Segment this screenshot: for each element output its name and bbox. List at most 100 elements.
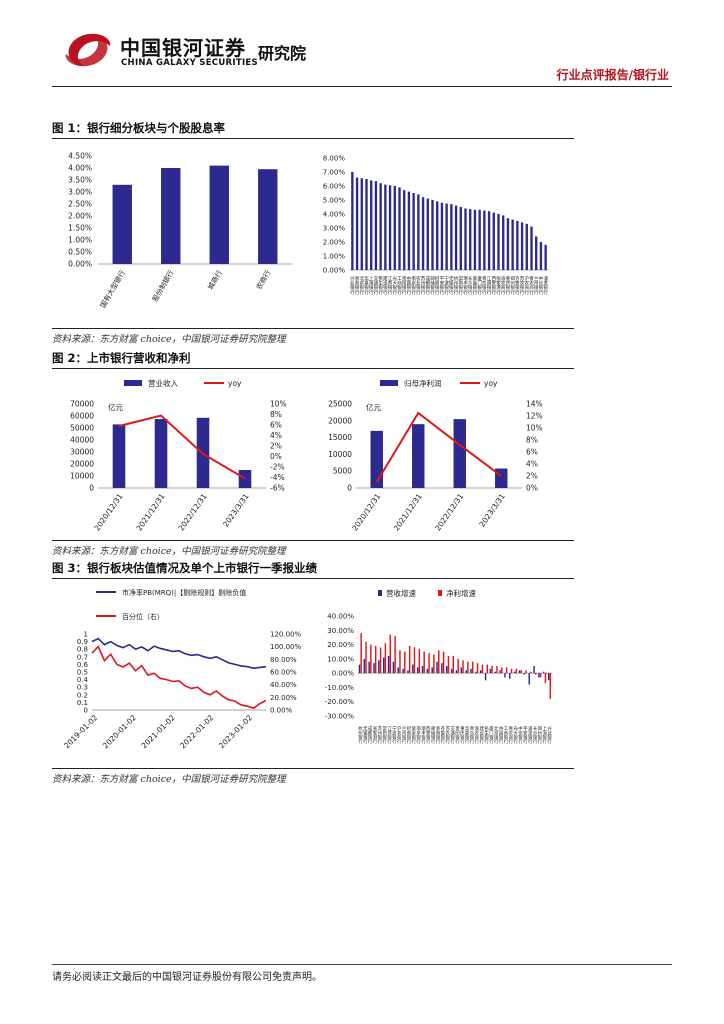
x-tick-label: 光大银行 xyxy=(513,725,518,745)
profit-bar xyxy=(515,668,518,674)
profit-bar xyxy=(471,661,474,674)
bar xyxy=(502,215,505,270)
bar xyxy=(370,430,383,488)
bar xyxy=(497,214,500,270)
y-tick-label: 1.50% xyxy=(68,224,92,233)
x-tick-label: 青岛银行 xyxy=(482,275,487,296)
bar xyxy=(374,181,378,270)
chart-2a-revenue: 营业收入 yoy 0 10000 20000 30000 40000 50000 60000 70… xyxy=(70,378,287,533)
profit-bar xyxy=(413,647,416,674)
revenue-bar xyxy=(494,671,496,674)
y-tick-label: 0.9 xyxy=(77,638,88,646)
y-tick-label: 25000 xyxy=(328,400,352,409)
x-tick-label: 浦发银行 xyxy=(543,275,548,296)
x-tick-label: 南京银行 xyxy=(416,725,421,745)
y-tick-label: 0.00% xyxy=(332,670,355,678)
y-tick-label: 0.2 xyxy=(77,691,88,699)
x-tick-label: 平安银行 xyxy=(523,726,528,745)
legend-pb-label: 市净率PB(MRQ)|【剔除规则】剔除负值 xyxy=(122,588,246,597)
x-tick-label: 紫金银行 xyxy=(412,726,417,745)
brand-name-en: CHINA GALAXY SECURITIES xyxy=(121,58,258,68)
x-tick-label: 平安银行 xyxy=(440,276,445,296)
x-tick-label: 中国银行 xyxy=(499,725,504,745)
profit-bar xyxy=(438,650,440,674)
revenue-bar xyxy=(392,661,395,674)
y2-tick-label: 4% xyxy=(526,460,538,469)
profit-bar xyxy=(501,667,503,674)
y-tick-label: 4.00% xyxy=(323,211,346,219)
x-tick-label: 沪农商行 xyxy=(524,275,529,296)
galaxy-logo-icon xyxy=(65,33,111,67)
profit-bar xyxy=(520,670,522,674)
revenue-bar xyxy=(538,673,540,678)
x-tick-label: 国有大型银行 xyxy=(98,269,127,310)
x-tick-label: 西安银行 xyxy=(491,276,496,296)
figure-3-title: 图 3：银行板块估值情况及单个上市银行一季报业绩 xyxy=(52,561,318,575)
y-tick-label: -30.00% xyxy=(325,713,355,721)
bar xyxy=(520,222,524,270)
profit-bar xyxy=(505,667,508,674)
y-tick-label: 1.00% xyxy=(323,253,346,261)
revenue-bar xyxy=(416,667,419,674)
bar xyxy=(370,180,373,270)
bar xyxy=(412,424,425,488)
y-tick-label: 10000 xyxy=(70,472,94,481)
revenue-bar xyxy=(523,673,526,675)
y-tick-label: 15000 xyxy=(328,433,352,442)
y-tick-label: 0 xyxy=(347,484,352,493)
revenue-bar xyxy=(460,667,463,674)
chart-1a-sector-dividend: 0.00% 0.50% 1.00% 1.50% 2.00% 2.50% 3.00% 3.50%… xyxy=(68,152,292,310)
y-tick-label: 0 xyxy=(84,707,88,715)
x-tick-label: 兰州银行 xyxy=(534,275,539,296)
x-tick-label: 江苏银行 xyxy=(387,725,392,745)
profit-bar xyxy=(452,656,455,674)
footer-rule xyxy=(52,964,672,965)
x-tick-label: 齐鲁银行 xyxy=(441,725,446,745)
x-tick-label: 江苏银行 xyxy=(388,275,393,296)
legend-rev-swatch xyxy=(378,590,382,596)
x-tick-label: 2021-01-02 xyxy=(140,713,177,750)
x-tick-label: 2019-01-02 xyxy=(62,713,99,750)
bar xyxy=(506,218,510,270)
revenue-bar xyxy=(475,671,477,674)
bar xyxy=(238,470,252,488)
revenue-bar xyxy=(436,661,438,674)
y2-tick-label: 12% xyxy=(526,412,543,421)
revenue-bar xyxy=(528,673,530,685)
x-tick-label: 中信银行 xyxy=(539,275,544,296)
bar xyxy=(483,210,486,270)
bar xyxy=(209,165,229,264)
x-tick-label: 江阴银行 xyxy=(487,275,492,296)
legend-profit-label: 净利增速 xyxy=(446,588,476,598)
legend-profit-swatch xyxy=(438,590,442,596)
x-tick-label: 2022/12/31 xyxy=(176,492,208,533)
y2-tick-label: 0% xyxy=(270,452,282,461)
profit-bar xyxy=(418,648,421,674)
y-tick-label: 3.00% xyxy=(323,225,346,233)
figure-2-bottom-rule xyxy=(52,540,574,541)
brand-dept: 研究院 xyxy=(258,44,307,63)
figure-1-top-rule xyxy=(52,138,574,139)
revenue-bar xyxy=(431,667,433,674)
y-tick-label: 10.00% xyxy=(327,655,354,663)
x-tick-label: 2022/12/31 xyxy=(433,492,465,533)
x-tick-label: 苏州银行 xyxy=(421,275,426,296)
x-tick-label: 重庆银行 xyxy=(506,275,511,296)
revenue-bar xyxy=(479,670,482,674)
y2-tick-label: 10% xyxy=(526,424,543,433)
revenue-bar xyxy=(378,660,380,674)
x-tick-label: 无锡银行 xyxy=(363,726,368,745)
profit-bar xyxy=(428,653,430,674)
x-tick-label: 贵阳银行 xyxy=(455,725,460,745)
x-tick-label: 中信银行 xyxy=(518,725,523,745)
bar xyxy=(459,207,462,270)
profit-bar xyxy=(370,644,372,674)
y-tick-label: 2.00% xyxy=(68,212,92,221)
y-tick-label: 2.50% xyxy=(68,200,92,209)
profit-bar xyxy=(442,651,445,674)
x-tick-label: 长沙银行 xyxy=(533,725,538,745)
revenue-bar xyxy=(450,668,453,674)
profit-bar xyxy=(399,650,401,674)
x-tick-label: 交通银行 xyxy=(450,725,455,745)
